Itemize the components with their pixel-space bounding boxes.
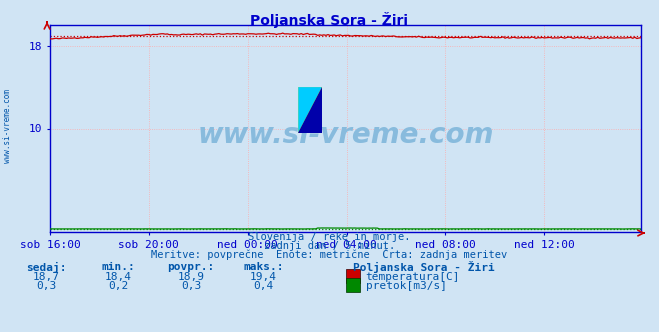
Text: 19,4: 19,4 [250, 272, 277, 282]
Text: min.:: min.: [101, 262, 136, 272]
Text: 0,2: 0,2 [109, 281, 129, 291]
Text: temperatura[C]: temperatura[C] [366, 272, 460, 282]
Text: Poljanska Sora - Žiri: Poljanska Sora - Žiri [353, 261, 494, 273]
Text: 0,3: 0,3 [181, 281, 201, 291]
Text: www.si-vreme.com: www.si-vreme.com [197, 121, 494, 149]
Text: maks.:: maks.: [243, 262, 284, 272]
Text: 18,7: 18,7 [33, 272, 59, 282]
Text: pretok[m3/s]: pretok[m3/s] [366, 281, 447, 291]
Bar [299, 87, 322, 133]
Polygon shape [299, 87, 322, 133]
Text: 18,9: 18,9 [178, 272, 204, 282]
Text: 18,4: 18,4 [105, 272, 132, 282]
Text: sedaj:: sedaj: [26, 262, 67, 273]
Text: Meritve: povprečne  Enote: metrične  Črta: zadnja meritev: Meritve: povprečne Enote: metrične Črta:… [152, 248, 507, 260]
Text: www.si-vreme.com: www.si-vreme.com [3, 89, 13, 163]
Polygon shape [299, 87, 322, 133]
Text: 0,4: 0,4 [254, 281, 273, 291]
Text: zadnji dan / 5 minut.: zadnji dan / 5 minut. [264, 241, 395, 251]
Text: povpr.:: povpr.: [167, 262, 215, 272]
Text: Poljanska Sora - Žiri: Poljanska Sora - Žiri [250, 12, 409, 28]
Text: 0,3: 0,3 [36, 281, 56, 291]
Text: Slovenija / reke in morje.: Slovenija / reke in morje. [248, 232, 411, 242]
